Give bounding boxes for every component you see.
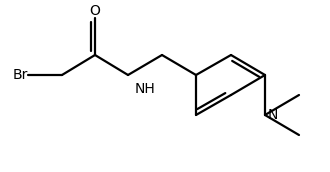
Text: NH: NH <box>135 82 156 96</box>
Text: O: O <box>89 4 100 18</box>
Text: Br: Br <box>13 68 28 82</box>
Text: N: N <box>268 108 279 122</box>
